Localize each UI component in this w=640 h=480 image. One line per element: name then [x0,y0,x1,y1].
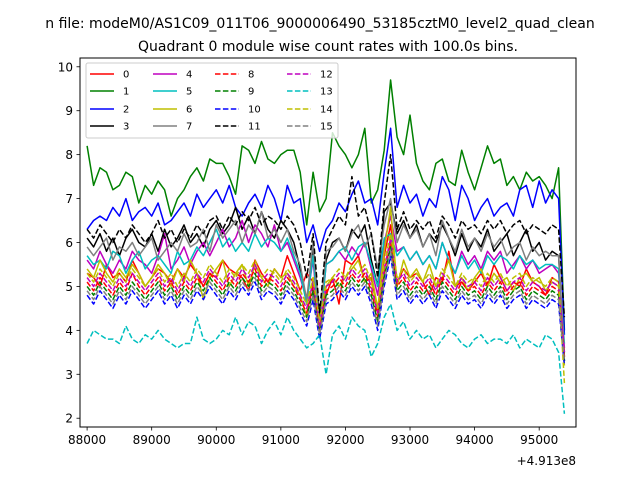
series-line-13 [86,303,566,414]
x-tick-label: 88000 [68,433,106,447]
y-axis: 2 3 4 5 6 7 8 9 10 [58,60,80,426]
y-tick-label: 10 [58,60,73,74]
legend-label: 13 [320,87,333,98]
series-line-2 [86,127,566,335]
y-tick-label: 7 [65,192,73,206]
legend-label: 14 [320,105,333,116]
legend-label: 6 [186,105,192,116]
y-tick-label: 8 [65,148,73,162]
legend-label: 12 [320,70,333,81]
legend-item-2: 2 [90,105,129,116]
legend-label: 0 [123,70,129,81]
legend-item-9: 9 [215,87,254,98]
legend-item-3: 3 [90,122,129,133]
legend-label: 8 [248,70,254,81]
legend-label: 1 [123,87,129,98]
legend-label: 11 [248,122,261,133]
series-line-9 [86,246,566,362]
legend-item-7: 7 [153,122,192,133]
legend-item-15: 15 [287,122,333,133]
legend-item-10: 10 [215,105,261,116]
legend-item-1: 1 [90,87,129,98]
y-tick-label: 4 [65,324,73,338]
series-line-3 [86,202,566,362]
legend-label: 2 [123,105,129,116]
legend-label: 3 [123,122,129,133]
legend-item-8: 8 [215,70,254,81]
series-line-15 [86,250,566,362]
legend-item-4: 4 [153,70,192,81]
x-tick-label: 94000 [456,433,494,447]
legend-item-6: 6 [153,105,192,116]
legend-label: 7 [186,122,192,133]
y-tick-label: 9 [65,104,73,118]
series-line-5 [86,228,566,344]
legend-label: 4 [186,70,192,81]
x-tick-label: 91000 [262,433,300,447]
legend-item-11: 11 [215,122,261,133]
legend-box [85,62,339,139]
figure-suptitle: n file: modeM0/AS1C09_011T06_9000006490_… [45,16,594,32]
x-tick-label: 89000 [133,433,171,447]
y-tick-label: 5 [65,280,73,294]
y-tick-label: 6 [65,236,73,250]
x-offset-label: +4.913e8 [517,454,576,468]
legend-item-13: 13 [287,87,333,98]
series-line-11 [86,153,566,318]
x-axis: 88000 89000 90000 91000 92000 93000 94000 95000 [68,427,558,447]
legend-item-12: 12 [287,70,333,81]
y-tick-label: 3 [65,368,73,382]
legend-label: 5 [186,87,192,98]
series-line-1 [86,79,566,331]
x-tick-label: 90000 [197,433,235,447]
legend-label: 10 [248,105,261,116]
x-tick-label: 92000 [326,433,364,447]
legend-label: 15 [320,122,333,133]
series-line-7 [86,197,566,353]
x-tick-label: 95000 [520,433,558,447]
series-line-10 [86,254,566,366]
y-tick-label: 2 [65,412,73,426]
series-layer [86,79,566,414]
legend-item-14: 14 [287,105,333,116]
legend-item-5: 5 [153,87,192,98]
series-line-14 [86,232,566,384]
x-tick-label: 93000 [391,433,429,447]
plot-area: 88000 89000 90000 91000 92000 93000 94000 95000… [58,57,577,468]
chart-title: Quadrant 0 module wise count rates with … [138,39,518,55]
legend-item-0: 0 [90,70,129,81]
legend-label: 9 [248,87,254,98]
